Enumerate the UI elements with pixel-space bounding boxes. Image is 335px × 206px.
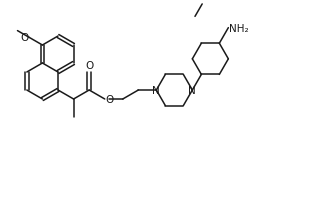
Text: N: N — [189, 85, 196, 96]
Text: N: N — [152, 85, 160, 96]
Text: O: O — [105, 95, 114, 104]
Text: NH₂: NH₂ — [229, 23, 249, 34]
Text: O: O — [85, 61, 93, 71]
Text: O: O — [20, 33, 28, 43]
